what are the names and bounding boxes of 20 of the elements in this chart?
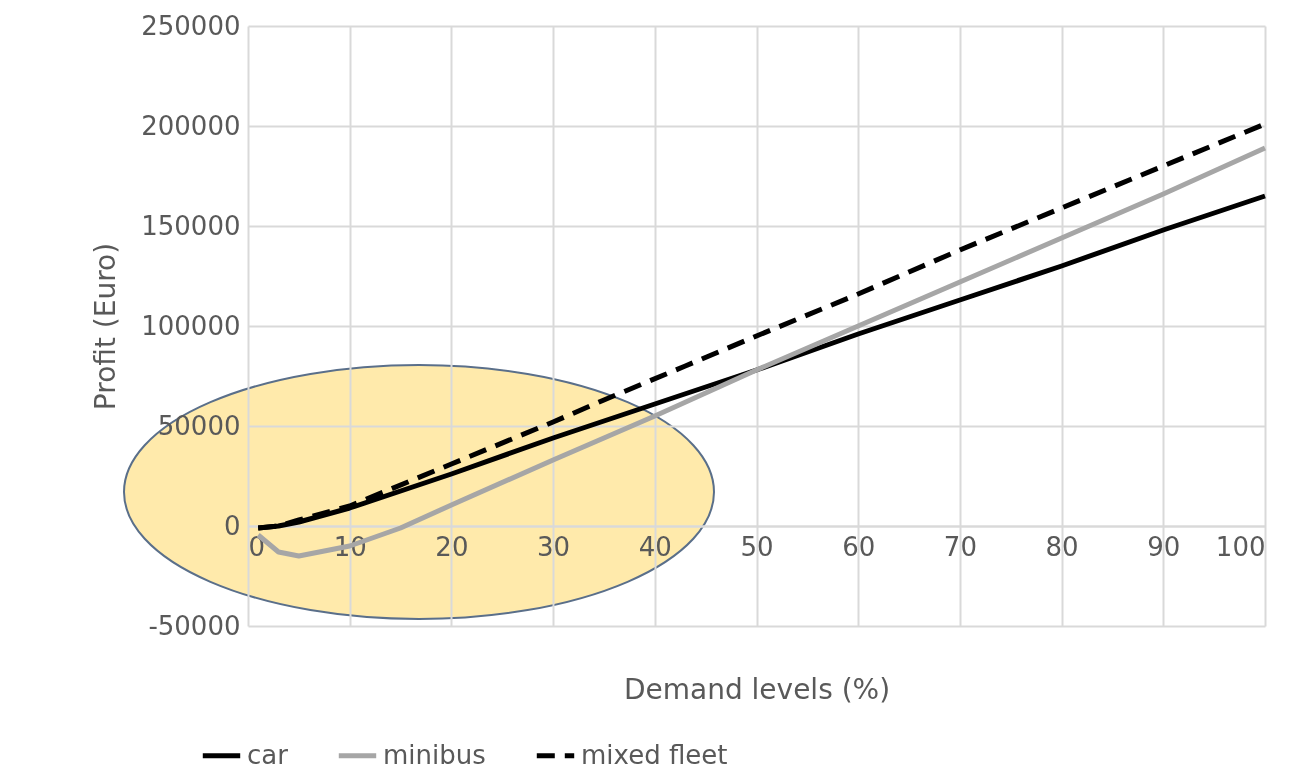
x-tick-label: 60 [842,531,876,562]
y-tick-label: -50000 [148,610,241,641]
x-tick-label: 20 [435,531,469,562]
x-tick-label: 90 [1147,531,1181,562]
y-tick-label: 150000 [141,210,241,241]
y-tick-label: 250000 [141,10,241,41]
y-tick-label: 0 [223,510,241,541]
x-tick-label: 30 [537,531,571,562]
y-tick-label: 200000 [141,110,241,141]
legend-label: minibus [383,739,486,770]
x-tick-label: 70 [943,531,977,562]
y-tick-label: 100000 [141,310,241,341]
x-tick-label: 80 [1045,531,1079,562]
y-axis-title: Profit (Euro) [89,242,123,411]
x-axis-title: Demand levels (%) [623,672,891,706]
x-tick-label: 40 [638,531,672,562]
legend-label: car [247,739,289,770]
x-tick-label: 50 [740,531,774,562]
legend-label: mixed fleet [581,739,728,770]
x-tick-label: 100 [1215,531,1266,562]
